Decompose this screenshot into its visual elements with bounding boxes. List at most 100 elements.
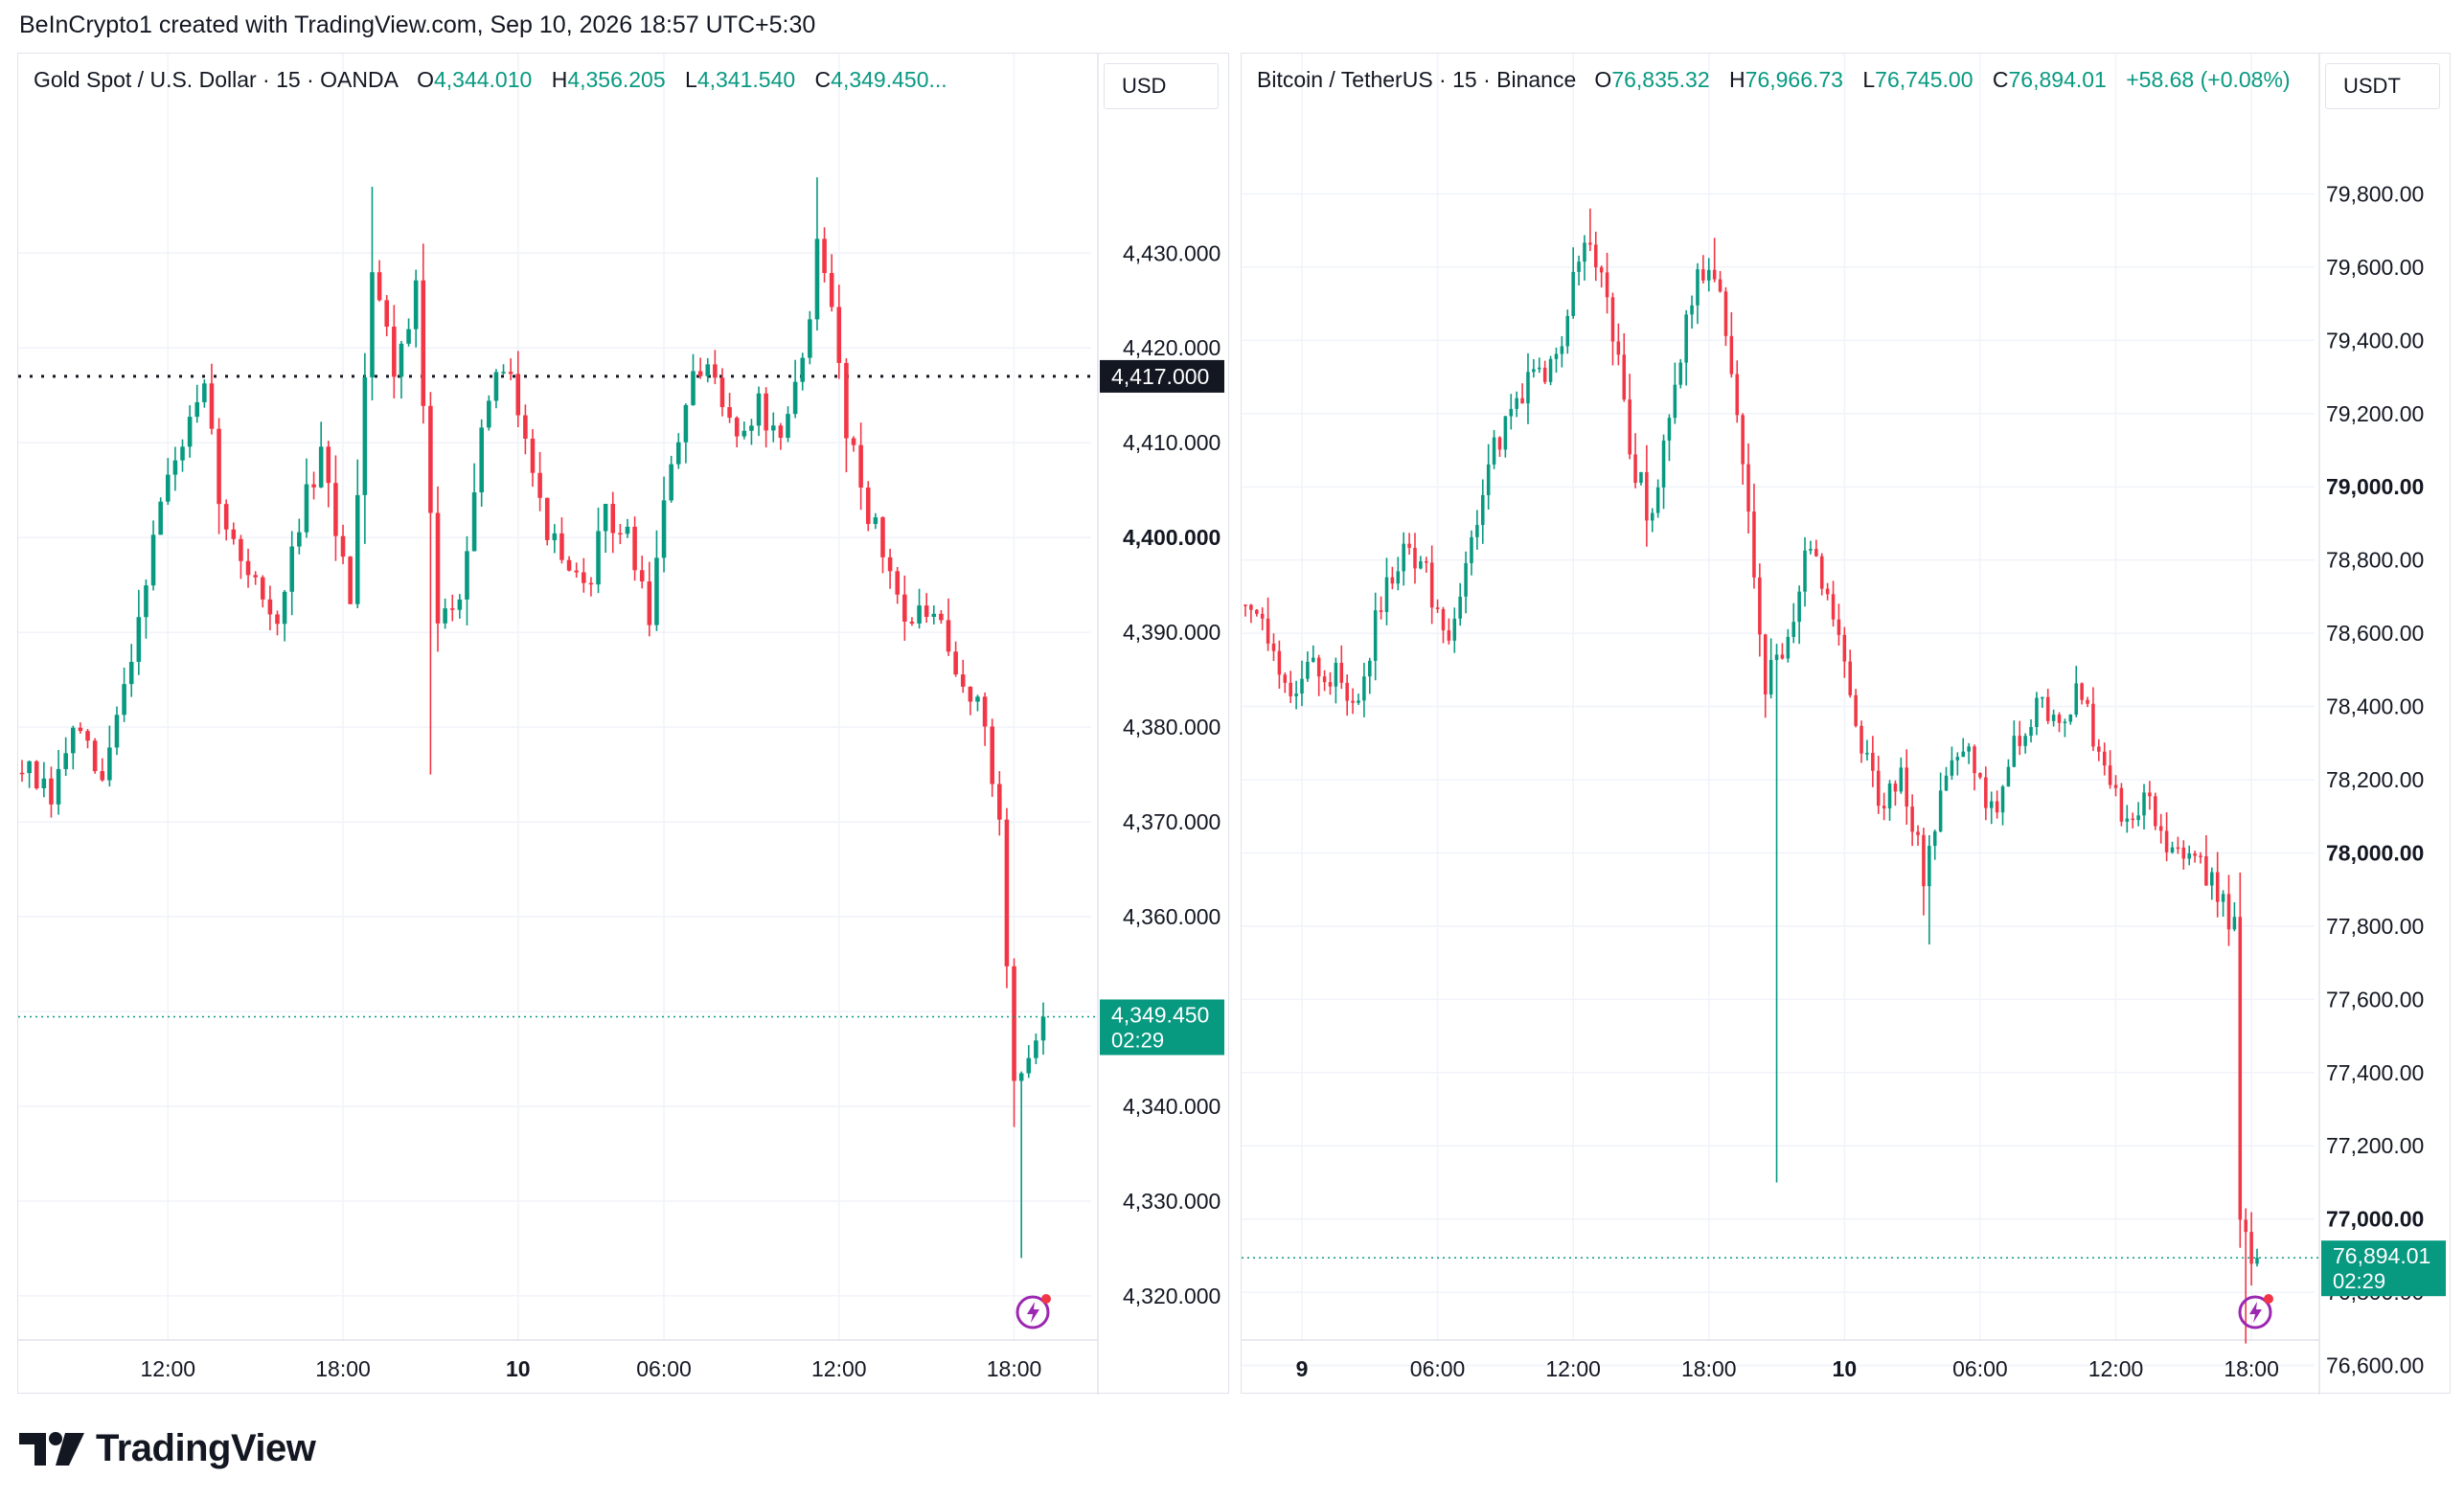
candle-body xyxy=(107,747,112,781)
gold-high-value: 4,356.205 xyxy=(567,67,666,92)
candle-body xyxy=(1004,819,1010,966)
candle-body xyxy=(1763,634,1768,695)
candle-body xyxy=(719,377,725,408)
candle-body xyxy=(2119,787,2124,822)
candle-body xyxy=(1718,279,1723,292)
candle-body xyxy=(1243,604,1247,606)
candle-body xyxy=(1712,269,1717,280)
candle-body xyxy=(1413,547,1417,569)
candle-body xyxy=(340,535,346,557)
candle-body xyxy=(1289,682,1292,696)
candle-body xyxy=(953,651,958,675)
candle-body xyxy=(1538,367,1541,370)
candle-body xyxy=(618,533,623,535)
candle-body xyxy=(2074,683,2078,715)
candle-body xyxy=(1752,511,1756,578)
candle-body xyxy=(63,753,68,769)
candle-body xyxy=(1588,242,1592,245)
candle-body xyxy=(1955,757,1960,761)
candle-body xyxy=(997,784,1002,820)
candle-body xyxy=(1797,591,1801,623)
candle-body xyxy=(2125,818,2130,822)
candle-body xyxy=(697,371,703,376)
y-axis-tick-label: 77,000.00 xyxy=(2326,1207,2424,1232)
candle-body xyxy=(1458,596,1462,619)
candle-body xyxy=(318,446,324,488)
candle-body xyxy=(552,533,558,540)
x-axis-tick-label: 18:00 xyxy=(2224,1356,2279,1381)
candle-body xyxy=(1973,746,1976,774)
candle-body xyxy=(990,726,994,784)
gold-chart-panel[interactable]: 4,320.0004,330.0004,340.0004,350.0004,36… xyxy=(17,53,1230,1395)
candle-body xyxy=(865,488,871,525)
candle-body xyxy=(1723,291,1728,336)
candle-body xyxy=(267,599,273,615)
candle-body xyxy=(808,319,812,358)
candle-body xyxy=(2018,736,2021,746)
gold-symbol[interactable]: Gold Spot / U.S. Dollar · 15 · OANDA xyxy=(34,67,399,92)
y-axis-tick-label: 78,600.00 xyxy=(2326,621,2424,646)
candle-body xyxy=(741,430,747,437)
candle-body xyxy=(1390,577,1395,584)
candle-body xyxy=(362,376,368,495)
gold-open-label: O xyxy=(417,67,434,92)
countdown-label: 02:29 xyxy=(1111,1028,1164,1052)
candle-body xyxy=(1768,659,1773,695)
bitcoin-chart-panel[interactable]: 76,600.0076,800.0077,000.0077,200.0077,4… xyxy=(1241,53,2452,1395)
candle-body xyxy=(1616,341,1621,355)
candle-body xyxy=(1396,571,1401,584)
candle-body xyxy=(2148,792,2152,797)
gold-ohlc-legend: Gold Spot / U.S. Dollar · 15 · OANDA O4,… xyxy=(34,67,947,93)
candle-body xyxy=(566,559,572,571)
candle-body xyxy=(814,239,820,320)
candle-body xyxy=(297,532,302,547)
candle-body xyxy=(1368,660,1372,677)
candle-body xyxy=(1554,353,1559,359)
last-price-label-box xyxy=(1100,999,1224,1056)
candle-body xyxy=(128,661,134,685)
candle-body xyxy=(1848,661,1853,695)
candle-body xyxy=(713,364,718,378)
gold-currency-button[interactable]: USD xyxy=(1104,63,1219,109)
flash-alert-icon[interactable] xyxy=(1015,1291,1054,1330)
gold-candlestick-chart[interactable]: 4,320.0004,330.0004,340.0004,350.0004,36… xyxy=(18,54,1230,1395)
candle-body xyxy=(1706,269,1711,281)
bitcoin-symbol[interactable]: Bitcoin / TetherUS · 15 · Binance xyxy=(1257,67,1577,92)
candle-body xyxy=(1040,1016,1046,1041)
candle-body xyxy=(384,300,389,328)
bitcoin-candlestick-chart[interactable]: 76,600.0076,800.0077,000.0077,200.0077,4… xyxy=(1242,54,2452,1395)
candle-body xyxy=(122,684,126,716)
candle-body xyxy=(1577,261,1581,272)
y-axis-tick-label: 79,400.00 xyxy=(2326,328,2424,352)
candle-body xyxy=(647,581,652,625)
candle-body xyxy=(253,575,258,578)
candle-body xyxy=(1373,610,1378,661)
candle-body xyxy=(632,526,637,571)
bitcoin-currency-button[interactable]: USDT xyxy=(2325,63,2440,109)
bitcoin-ohlc-legend: Bitcoin / TetherUS · 15 · Binance O76,83… xyxy=(1257,67,2291,93)
candle-body xyxy=(1509,408,1514,417)
candle-body xyxy=(1492,437,1496,465)
candle-body xyxy=(449,608,455,610)
y-axis-tick-label: 78,400.00 xyxy=(2326,694,2424,719)
candle-body xyxy=(968,686,973,702)
candle-body xyxy=(1967,746,1971,752)
y-axis-tick-label: 79,200.00 xyxy=(2326,401,2424,426)
candle-body xyxy=(1899,767,1904,792)
candle-body xyxy=(1316,657,1321,677)
candle-body xyxy=(1520,398,1524,404)
tradingview-watermark[interactable]: TradingView xyxy=(19,1427,316,1470)
candle-body xyxy=(1803,550,1807,592)
candle-body xyxy=(1610,297,1615,342)
flash-alert-icon[interactable] xyxy=(2238,1291,2276,1330)
candle-body xyxy=(471,492,477,552)
gold-open-value: 4,344.010 xyxy=(433,67,533,92)
countdown-label: 02:29 xyxy=(2333,1269,2385,1293)
candle-body xyxy=(34,761,39,788)
candle-body xyxy=(1593,244,1598,268)
y-axis-tick-label: 77,400.00 xyxy=(2326,1060,2424,1085)
candle-body xyxy=(1599,267,1604,273)
candle-body xyxy=(691,371,696,405)
candle-body xyxy=(523,415,528,439)
x-axis-tick-label: 06:00 xyxy=(636,1356,692,1381)
